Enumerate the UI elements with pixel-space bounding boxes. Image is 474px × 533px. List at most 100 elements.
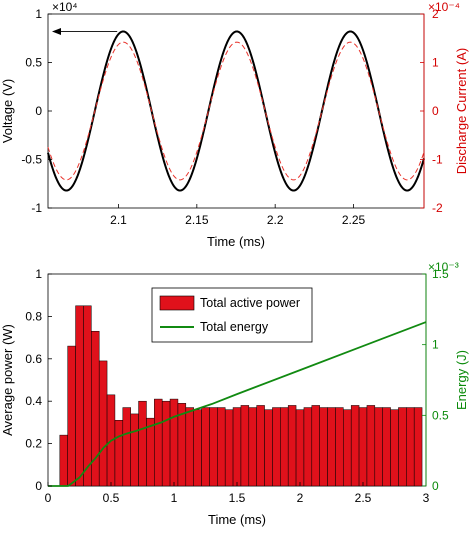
bottom-x-axis-label: Time (ms)	[208, 512, 266, 527]
top-y2-axis-label: Discharge Current (A)	[454, 48, 469, 174]
bottom-y-axis-label: Average power (W)	[0, 324, 15, 436]
power-bar	[280, 407, 289, 487]
bottom-y-ticks: 0 0.2 0.4 0.6 0.8 1	[25, 267, 52, 493]
bottom-x-ticks: 0 0.5 1 1.5 2 2.5 3	[45, 482, 430, 505]
x-tick-label: 1	[171, 491, 178, 505]
top-x-axis-label: Time (ms)	[207, 234, 265, 249]
y-tick-label: 0	[35, 479, 42, 493]
power-bar	[59, 434, 68, 487]
top-y-ticks: -1 -0.5 0 0.5 1	[21, 7, 52, 215]
power-bar	[382, 407, 391, 487]
x-tick-label: 1.5	[229, 491, 246, 505]
y-tick-label: 0.5	[25, 56, 42, 70]
y-tick-label: -1	[31, 201, 42, 215]
y2-tick-label: 1	[432, 56, 439, 70]
legend-swatch-power	[159, 295, 195, 311]
y-tick-label: 1	[35, 267, 42, 281]
power-bar	[256, 405, 265, 487]
power-bar	[248, 407, 257, 487]
power-bar	[154, 398, 163, 487]
power-bar	[311, 405, 320, 487]
power-bar	[413, 407, 423, 487]
power-bar	[390, 409, 399, 487]
power-bar	[169, 398, 179, 487]
y2-tick-label: 0	[432, 479, 439, 493]
power-bar	[303, 407, 313, 487]
current-line	[47, 41, 425, 181]
power-bar	[224, 409, 234, 487]
power-bar	[343, 409, 352, 487]
y2-tick-label: -1	[432, 153, 443, 167]
legend-label-power: Total active power	[200, 296, 300, 310]
power-bar	[319, 407, 328, 487]
y-tick-label: 0.2	[25, 437, 42, 451]
top-x-ticks: 2.1 2.15 2.2 2.25	[110, 204, 366, 227]
top-y-exponent: ×10⁴	[52, 0, 78, 14]
y-tick-label: 1	[35, 7, 42, 21]
y2-tick-label: 1	[432, 338, 439, 352]
power-bar	[398, 407, 407, 487]
power-bar	[67, 345, 76, 487]
x-tick-label: 2.25	[342, 213, 366, 227]
y2-tick-label: 1.5	[432, 267, 449, 281]
power-bar	[232, 407, 242, 487]
voltage-line	[47, 30, 425, 192]
energy-line-group	[48, 321, 427, 487]
power-bar	[201, 407, 210, 487]
power-bar	[185, 407, 194, 487]
power-bar	[217, 407, 226, 487]
x-tick-label: 2	[297, 491, 304, 505]
top-plot-area	[47, 13, 425, 209]
power-bar	[358, 407, 368, 487]
power-bar	[122, 407, 131, 487]
power-bar	[209, 407, 218, 487]
power-energy-chart: 0 0.5 1 1.5 2 2.5 3 0 0.2 0.4 0.6 0.8 1 0 0.5 1 1.5 ×1…	[0, 260, 469, 527]
power-bar	[287, 405, 297, 487]
top-y2-exponent: ×10⁻⁴	[428, 0, 460, 14]
power-bar	[146, 417, 155, 487]
y-tick-label: 0.6	[25, 352, 42, 366]
top-y2-ticks: -2 -1 0 1 2	[420, 7, 443, 215]
power-bar	[138, 400, 147, 487]
legend: Total active power Total energy	[151, 287, 313, 343]
x-tick-label: 2.2	[267, 213, 284, 227]
power-bar	[350, 405, 360, 487]
x-tick-label: 2.5	[355, 491, 372, 505]
legend-box	[151, 287, 313, 343]
bottom-y2-axis-label: Energy (J)	[454, 350, 469, 410]
annotation-arrow-head	[52, 27, 61, 35]
x-tick-label: 0	[45, 491, 52, 505]
power-bar	[272, 407, 281, 487]
legend-label-energy: Total energy	[200, 320, 269, 334]
y2-tick-label: -2	[432, 201, 443, 215]
power-bar	[374, 407, 383, 487]
x-tick-label: 3	[423, 491, 430, 505]
bottom-y2-ticks: 0 0.5 1 1.5	[422, 267, 449, 493]
power-bar	[75, 305, 84, 487]
power-bar	[161, 400, 171, 487]
x-tick-label: 0.5	[103, 491, 120, 505]
x-tick-label: 2.1	[110, 213, 127, 227]
y-tick-label: 0.8	[25, 309, 42, 323]
bottom-y2-exponent: ×10⁻³	[428, 260, 459, 274]
power-bar	[366, 405, 376, 487]
top-y-axis-label: Voltage (V)	[0, 79, 15, 143]
power-bar	[130, 413, 139, 487]
y2-tick-label: 0	[432, 104, 439, 118]
power-bar	[193, 409, 202, 487]
power-bar	[114, 420, 124, 487]
power-bar	[83, 305, 92, 487]
y-tick-label: 0	[35, 104, 42, 118]
power-bar	[406, 407, 415, 487]
y2-tick-label: 2	[432, 7, 439, 21]
y-tick-label: 0.4	[25, 394, 42, 408]
y-tick-label: -0.5	[21, 153, 42, 167]
energy-line	[48, 321, 427, 487]
top-chart-marks	[47, 27, 425, 192]
y2-tick-label: 0.5	[432, 408, 449, 422]
power-bar	[327, 407, 336, 487]
power-bar	[335, 407, 344, 487]
power-bar	[264, 409, 273, 487]
